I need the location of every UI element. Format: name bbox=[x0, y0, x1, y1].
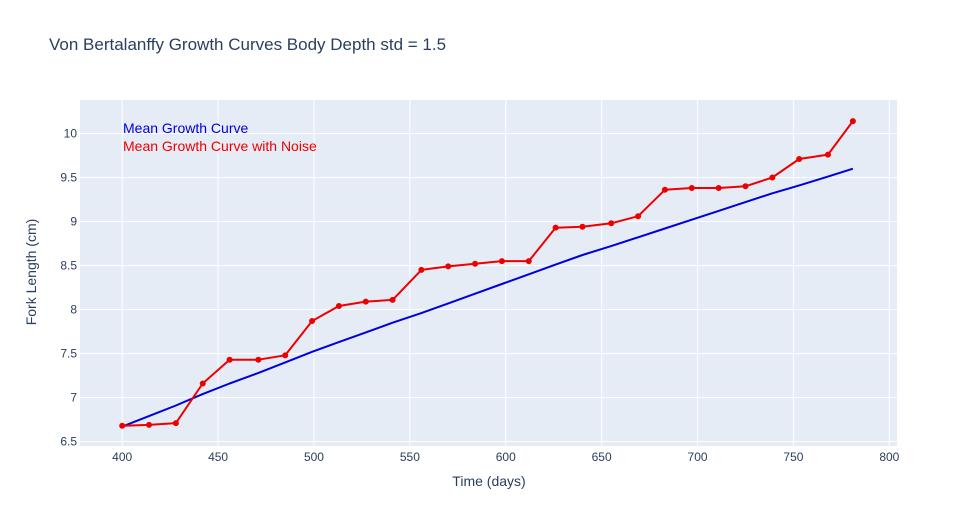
series-point bbox=[849, 118, 856, 125]
series-point bbox=[199, 380, 206, 387]
x-tick-label: 700 bbox=[688, 450, 708, 464]
series-point bbox=[119, 422, 126, 429]
legend-entry: Mean Growth Curve with Noise bbox=[123, 138, 317, 154]
series-point bbox=[146, 421, 153, 428]
series-point bbox=[362, 298, 369, 305]
series-point bbox=[418, 266, 425, 273]
x-tick-label: 600 bbox=[496, 450, 516, 464]
series-point bbox=[226, 356, 233, 363]
grid bbox=[80, 100, 897, 446]
series-line-1 bbox=[122, 120, 854, 427]
y-tick-label: 7 bbox=[70, 391, 77, 405]
series-point bbox=[688, 185, 695, 192]
y-tick-label: 6.5 bbox=[60, 435, 77, 449]
series-point bbox=[608, 220, 615, 227]
series-point bbox=[715, 185, 722, 192]
series-point bbox=[552, 224, 559, 231]
series-point bbox=[525, 258, 532, 265]
series-point bbox=[579, 223, 586, 230]
series-point bbox=[309, 317, 316, 324]
series-point bbox=[661, 186, 668, 193]
y-axis-ticks: 6.5 7 7.5 8 8.5 9 9.5 10 bbox=[60, 126, 77, 448]
series-point bbox=[335, 303, 342, 310]
x-axis-title: Time (days) bbox=[452, 473, 525, 489]
x-tick-label: 450 bbox=[208, 450, 228, 464]
x-tick-label: 750 bbox=[783, 450, 803, 464]
series-point bbox=[796, 155, 803, 162]
y-tick-label: 7.5 bbox=[60, 347, 77, 361]
series-point bbox=[389, 296, 396, 303]
series-point bbox=[769, 174, 776, 181]
x-tick-label: 550 bbox=[400, 450, 420, 464]
series-point bbox=[742, 183, 749, 190]
x-axis-ticks: 400 450 500 550 600 650 700 750 800 bbox=[112, 450, 899, 464]
x-tick-label: 400 bbox=[112, 450, 132, 464]
y-tick-label: 8.5 bbox=[60, 259, 77, 273]
x-tick-label: 500 bbox=[304, 450, 324, 464]
series-point bbox=[472, 260, 479, 267]
legend-entry: Mean Growth Curve bbox=[123, 120, 248, 136]
x-tick-label: 650 bbox=[592, 450, 612, 464]
x-tick-label: 800 bbox=[879, 450, 899, 464]
series-point bbox=[255, 356, 262, 363]
y-tick-label: 8 bbox=[70, 303, 77, 317]
chart-title: Von Bertalanffy Growth Curves Body Depth… bbox=[49, 35, 446, 54]
y-tick-label: 9.5 bbox=[60, 170, 77, 184]
series-point bbox=[282, 352, 289, 359]
legend: Mean Growth Curve Mean Growth Curve with … bbox=[123, 120, 317, 154]
y-tick-label: 10 bbox=[64, 126, 78, 140]
y-axis-title: Fork Length (cm) bbox=[23, 219, 39, 326]
series-point bbox=[498, 258, 505, 265]
series-point bbox=[445, 263, 452, 270]
y-tick-label: 9 bbox=[70, 214, 77, 228]
series-point bbox=[635, 213, 642, 220]
series-layer bbox=[119, 118, 856, 429]
series-point bbox=[172, 420, 179, 427]
series-point bbox=[824, 151, 831, 158]
series-line-0 bbox=[121, 167, 854, 428]
